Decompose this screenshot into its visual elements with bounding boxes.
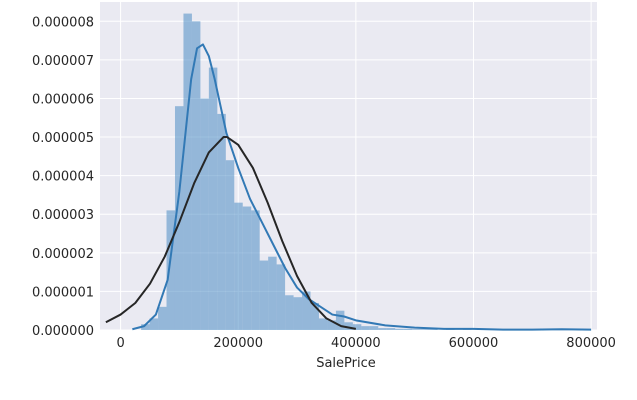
histogram-bar xyxy=(259,260,269,330)
histogram-bar xyxy=(149,318,159,330)
histogram-bar xyxy=(429,329,438,330)
y-tick-label: 0.000004 xyxy=(32,170,94,185)
histogram-bar xyxy=(217,113,226,330)
histogram-bars xyxy=(141,13,557,331)
y-tick-labels: 0.000000 0.000001 0.000002 0.000003 0.000004… xyxy=(32,15,94,339)
y-tick-label: 0.000001 xyxy=(32,285,94,300)
x-tick-label: 600000 xyxy=(449,336,499,351)
y-tick-label: 0.000000 xyxy=(32,324,94,339)
histogram-bar xyxy=(276,264,286,330)
x-tick-label: 400000 xyxy=(331,336,381,351)
histogram-bar xyxy=(352,324,362,330)
histogram-bar xyxy=(234,202,243,330)
histogram-bar xyxy=(302,291,311,330)
x-axis-label: SalePrice xyxy=(316,356,376,371)
y-tick-label: 0.000002 xyxy=(32,247,94,262)
histogram-bar xyxy=(378,328,387,330)
histogram-bar xyxy=(318,318,328,330)
y-tick-label: 0.000003 xyxy=(32,208,94,223)
histogram-bar xyxy=(403,328,413,330)
y-tick-label: 0.000005 xyxy=(32,131,94,146)
x-tick-label: 0 xyxy=(116,336,124,351)
histogram-bar xyxy=(242,206,252,330)
x-tick-labels: 0 200000 400000 600000 800000 xyxy=(116,336,615,351)
histogram-bar xyxy=(183,13,192,330)
histogram-bar xyxy=(412,329,421,330)
x-tick-label: 800000 xyxy=(566,336,616,351)
kde-curve xyxy=(132,43,592,331)
histogram-bar xyxy=(191,21,201,330)
histogram-bar xyxy=(251,210,260,330)
histogram-bar xyxy=(208,67,218,330)
normal-fit-curve xyxy=(105,136,357,330)
histogram-bar xyxy=(335,310,345,330)
histogram-bar xyxy=(344,322,353,330)
y-tick-label: 0.000007 xyxy=(32,54,94,69)
x-tick-label: 200000 xyxy=(213,336,263,351)
histogram-bar xyxy=(327,320,336,330)
histogram-bar xyxy=(285,295,294,330)
y-tick-label: 0.000006 xyxy=(32,92,94,107)
histogram-bar xyxy=(141,324,150,330)
histogram-bar xyxy=(166,210,175,330)
histogram-bar xyxy=(268,256,277,330)
histogram-bar xyxy=(420,329,430,330)
histogram-bar xyxy=(174,106,184,330)
histogram-bar xyxy=(395,328,404,330)
density-curves xyxy=(105,43,592,331)
histogram-bar xyxy=(369,326,379,330)
y-tick-label: 0.000008 xyxy=(32,15,94,30)
histogram-bar xyxy=(200,98,209,331)
histogram-bar xyxy=(386,328,396,330)
histogram-bar xyxy=(310,302,319,330)
histogram-bar xyxy=(293,297,303,330)
histogram-bar xyxy=(361,326,370,330)
histogram-bar xyxy=(225,160,235,330)
histogram-bar xyxy=(158,306,167,330)
